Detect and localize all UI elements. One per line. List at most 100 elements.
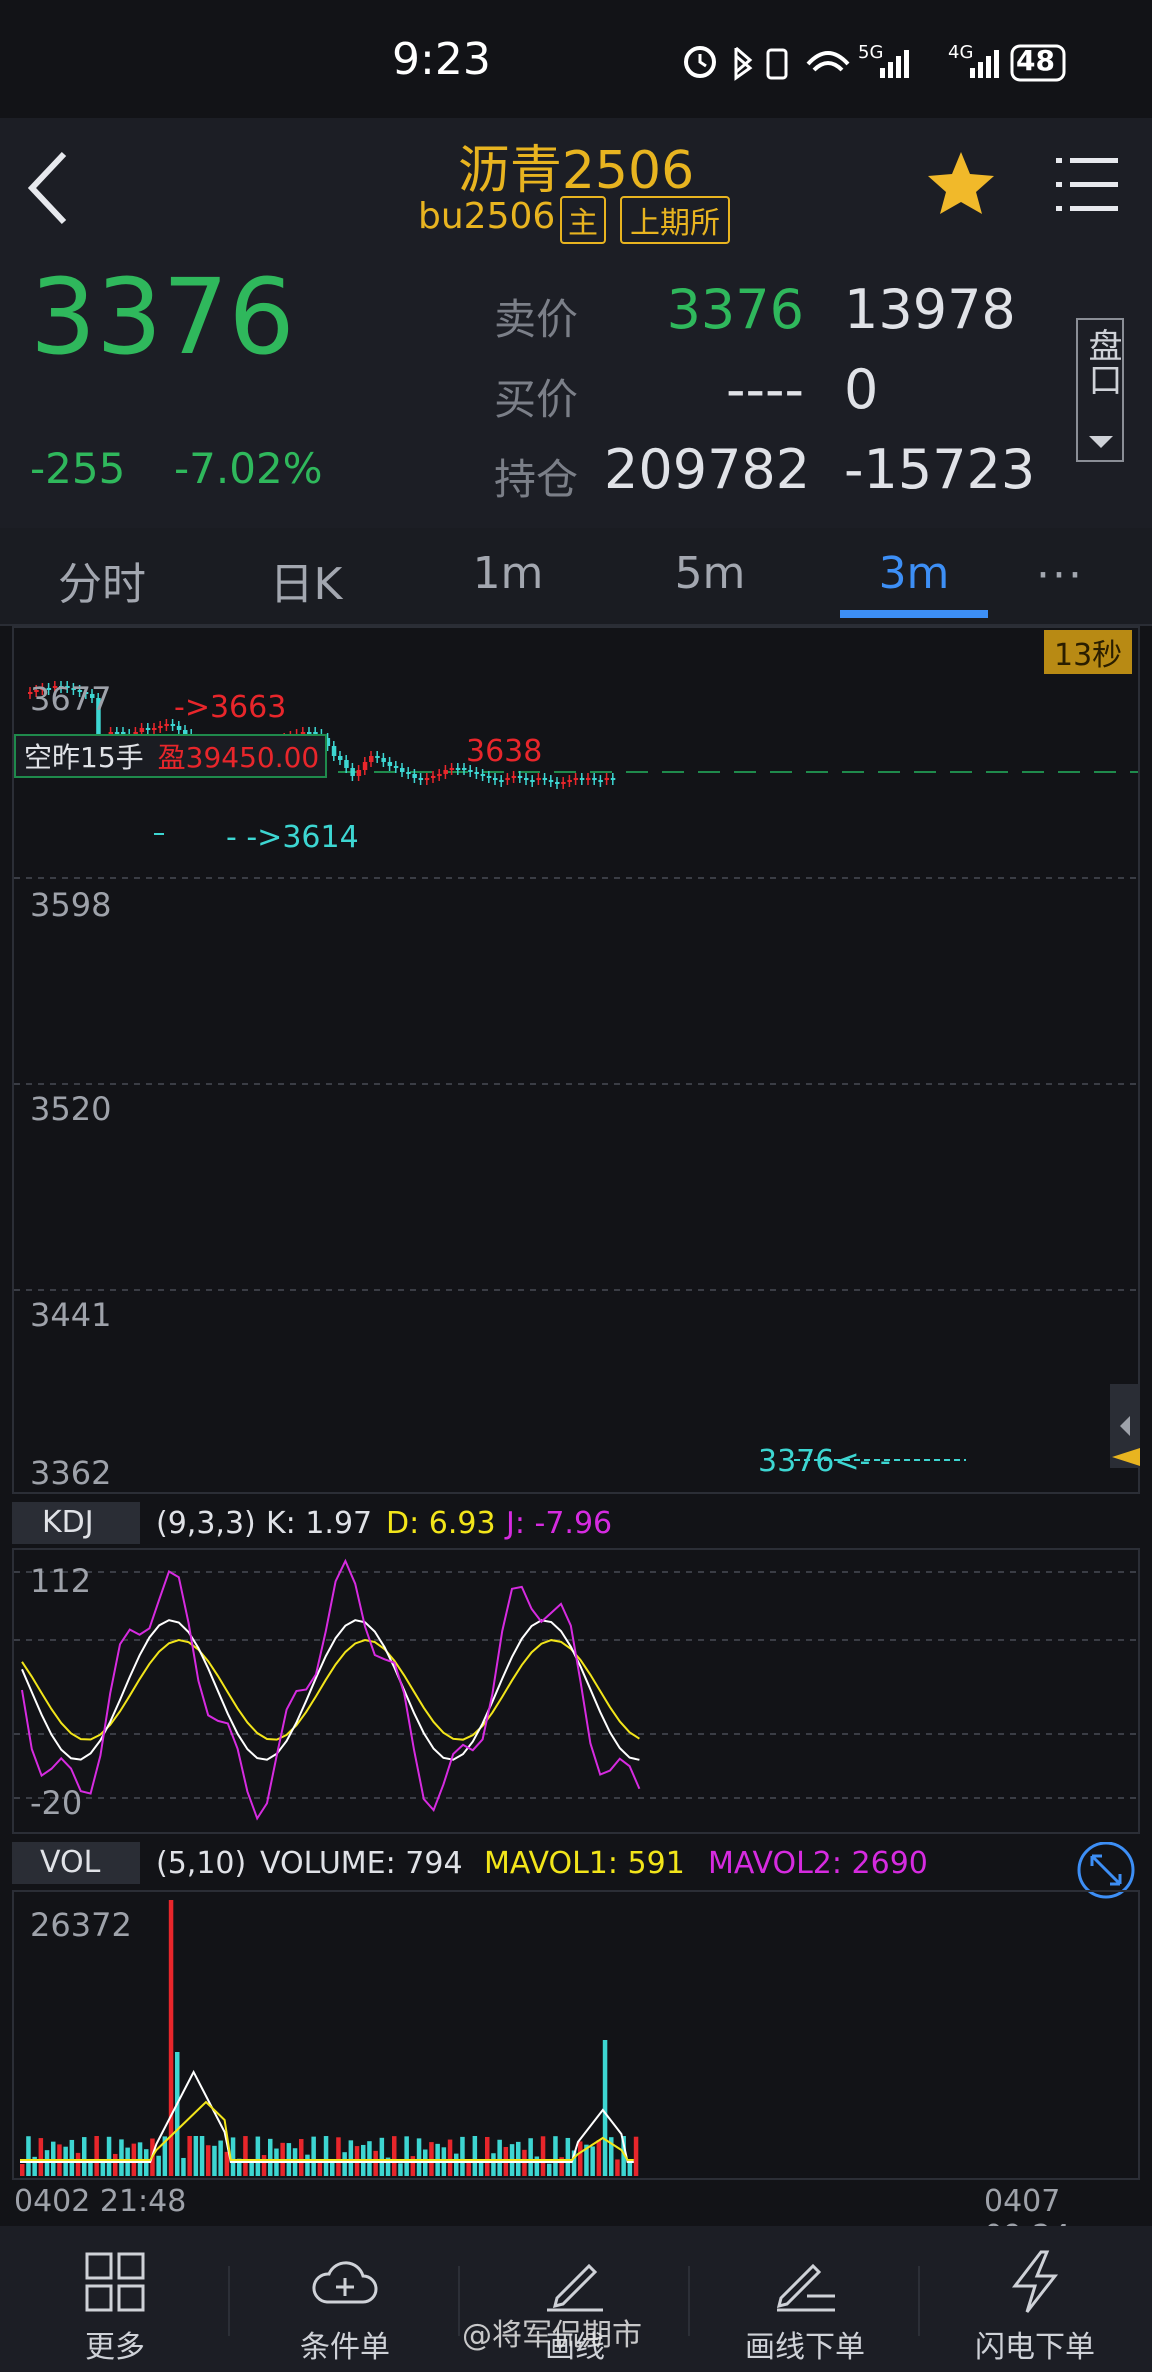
- volume-bar: [44, 2150, 50, 2176]
- volume-bar: [193, 2136, 199, 2176]
- volume-bar: [633, 2136, 639, 2176]
- nav-draw-line[interactable]: 画线: [460, 2226, 690, 2372]
- candle-body: [356, 770, 362, 776]
- volume-bar: [212, 2145, 217, 2176]
- volume-bar: [578, 2141, 583, 2176]
- candle-body: [176, 726, 182, 730]
- candle-body: [604, 778, 610, 780]
- tab-daily[interactable]: 日K: [269, 559, 343, 610]
- position-tag[interactable]: 空昨15手 盈39450.00: [14, 734, 328, 778]
- y-label-1: 3677: [30, 680, 112, 718]
- volume-bar: [602, 2040, 608, 2176]
- sell-label: 卖价: [494, 295, 579, 344]
- candle-body: [586, 778, 591, 780]
- candle-body: [77, 690, 83, 692]
- sell-qty: 13978: [844, 278, 1016, 341]
- nav-conditional-order[interactable]: 条件单: [230, 2226, 460, 2372]
- candle-body: [474, 772, 479, 774]
- order-book-toggle[interactable]: 盘口: [1076, 318, 1124, 462]
- candle-body: [145, 728, 151, 730]
- kdj-indicator-selector[interactable]: KDJ: [12, 1502, 140, 1544]
- exchange-badge: 上期所: [620, 196, 730, 244]
- volume-bar: [385, 2157, 391, 2176]
- candle-body: [375, 756, 380, 758]
- candle-body: [114, 732, 120, 734]
- volume-bar: [447, 2139, 453, 2176]
- volume-bar: [330, 2159, 335, 2176]
- volume-bar: [609, 2137, 614, 2176]
- candle-body: [610, 778, 616, 780]
- candle-body: [344, 760, 349, 768]
- candle-body: [40, 688, 45, 690]
- tab-5m[interactable]: 5m: [674, 548, 746, 599]
- volume-bar: [156, 2155, 161, 2176]
- volume-bar: [187, 2136, 192, 2176]
- candle-body: [121, 732, 126, 734]
- sell-price: 3376: [666, 278, 804, 341]
- candle-body: [406, 772, 411, 774]
- kdj-line: [21, 1638, 640, 1741]
- volume-bar: [379, 2137, 385, 2176]
- tab-3m[interactable]: 3m: [878, 548, 950, 599]
- candle-body: [300, 732, 306, 734]
- tab-intraday[interactable]: 分时: [58, 559, 146, 610]
- volume-bar: [596, 2140, 602, 2176]
- volume-bar: [175, 2052, 180, 2176]
- volume-bar: [206, 2145, 211, 2176]
- menu-button[interactable]: [1056, 154, 1120, 218]
- period-tabs: 分时 日K 1m 5m 3m ···: [0, 528, 1152, 626]
- candle-body: [393, 766, 399, 768]
- volume-bar: [416, 2138, 422, 2176]
- more-tabs-button[interactable]: ···: [1036, 550, 1084, 601]
- kdj-line: [21, 1619, 640, 1761]
- fullscreen-button[interactable]: [1076, 1841, 1136, 1906]
- volume-bar: [547, 2163, 552, 2176]
- kdj-y-bottom: -20: [30, 1784, 83, 1822]
- alarm-icon: [684, 46, 716, 78]
- clock: 9:23: [392, 34, 491, 85]
- list-menu-icon: [1056, 158, 1118, 211]
- candle-body: [83, 692, 89, 694]
- nav-flash-order[interactable]: 闪电下单: [920, 2226, 1150, 2372]
- volume-bar: [20, 2164, 25, 2176]
- volume-bar: [32, 2156, 37, 2176]
- vol-mavol1: MAVOL1: 591: [484, 1846, 685, 1881]
- nav-more[interactable]: 更多: [0, 2226, 230, 2372]
- status-icons: 5G 4G: [680, 38, 1080, 92]
- tab-1m[interactable]: 1m: [472, 548, 544, 599]
- nav-draw-line-label: 画线: [545, 2330, 605, 2365]
- status-bar: 9:23 5G 4G 48: [0, 0, 1152, 118]
- price-pointer-icon: [1112, 1448, 1140, 1466]
- vol-indicator-selector[interactable]: VOL: [12, 1842, 140, 1884]
- volume-bar: [367, 2141, 372, 2176]
- volume-bar: [534, 2156, 540, 2176]
- candlestick-chart[interactable]: 13秒 3677 3598 3520 3441 3362 空昨15手 盈3945…: [12, 626, 1140, 1494]
- last-price-marker: 3376<- -: [758, 1444, 891, 1479]
- candle-body: [511, 776, 517, 778]
- candle-body: [424, 778, 430, 780]
- candle-body: [480, 774, 486, 776]
- favorite-button[interactable]: [926, 150, 996, 220]
- lightning-icon: [1011, 2250, 1059, 2313]
- volume-bar: [224, 2151, 230, 2176]
- candle-body: [369, 756, 374, 762]
- high-marker-2: 3638: [466, 734, 543, 769]
- contract-code: bu2506: [418, 196, 556, 237]
- candle-body: [530, 780, 535, 782]
- candle-body: [28, 692, 33, 694]
- candle-body: [542, 778, 548, 780]
- candle-body: [46, 688, 52, 690]
- volume-bar: [553, 2136, 558, 2176]
- candle-body: [362, 762, 368, 770]
- y-label-5: 3362: [30, 1454, 112, 1492]
- mavol1-line: [20, 2069, 634, 2163]
- back-button[interactable]: [24, 148, 74, 232]
- price-change-pct: -7.02%: [174, 444, 323, 493]
- buy-qty: 0: [844, 358, 879, 421]
- volume-bar: [255, 2136, 261, 2176]
- volume-bar: [69, 2139, 75, 2176]
- nav-draw-line-order[interactable]: 画线下单: [690, 2226, 920, 2372]
- volume-bar: [51, 2141, 56, 2176]
- candle-body: [381, 758, 386, 762]
- position-tag-label: 空昨15手: [24, 741, 144, 774]
